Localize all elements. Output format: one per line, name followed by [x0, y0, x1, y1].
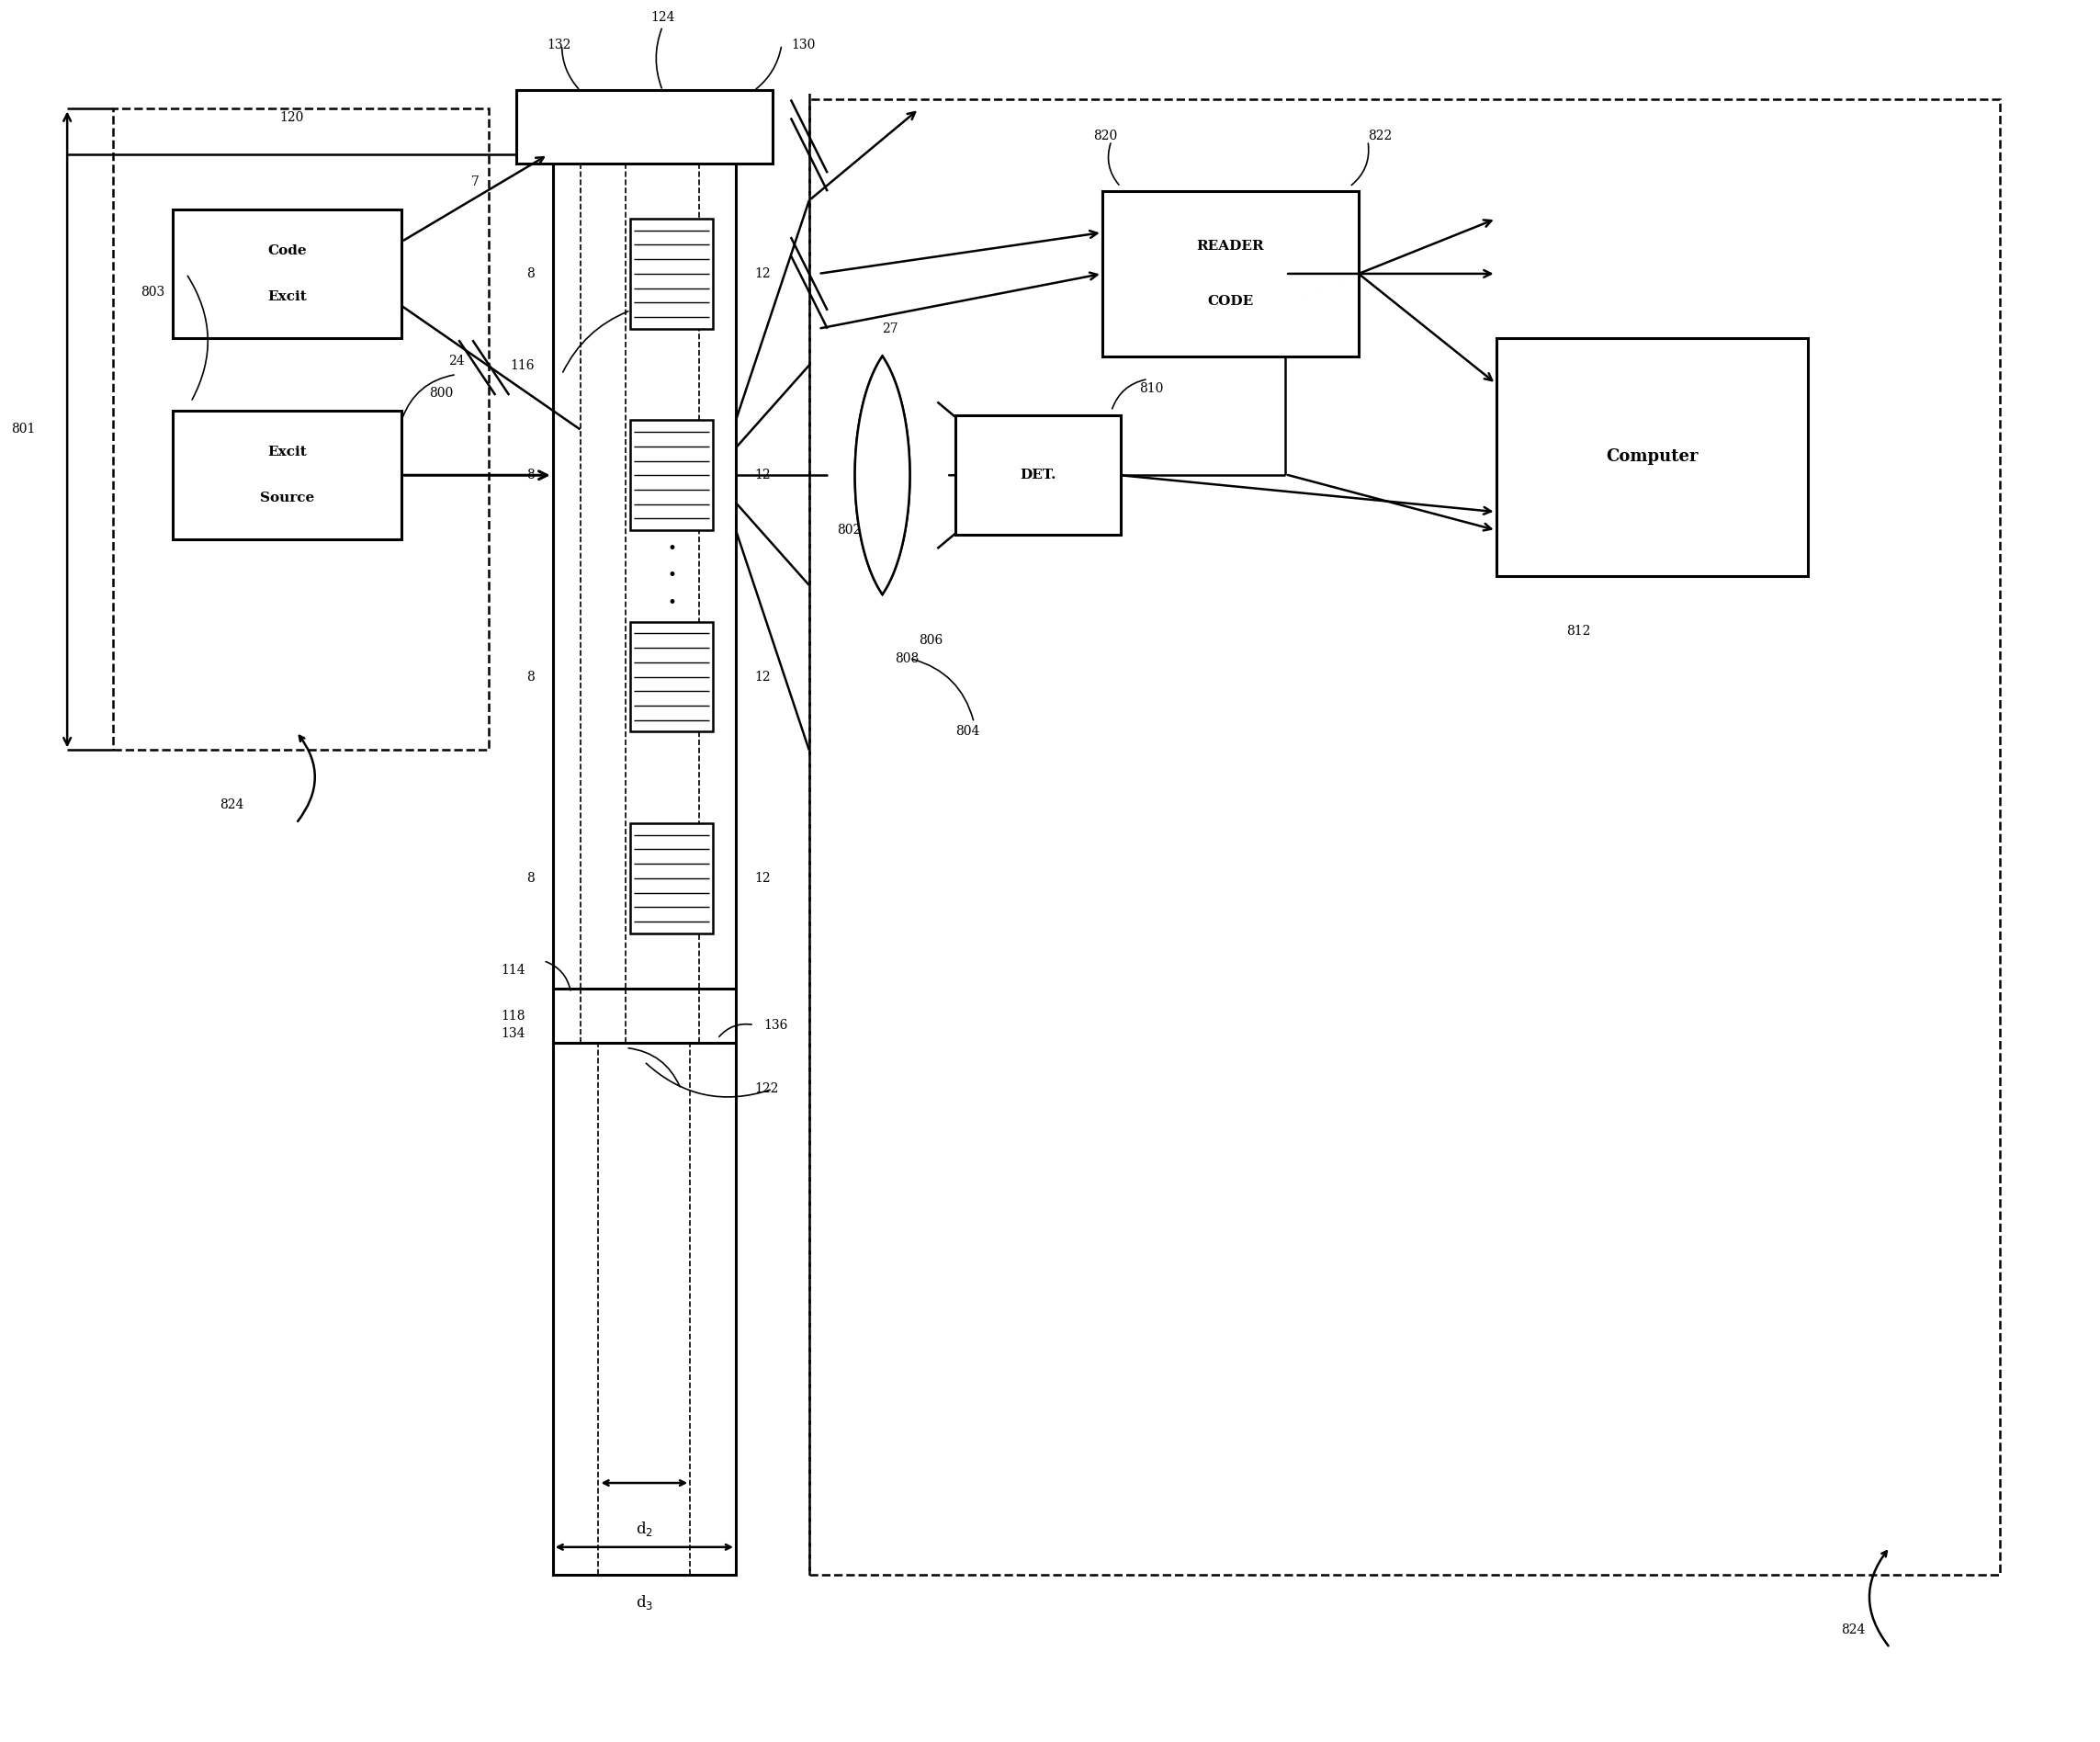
- Text: 800: 800: [428, 387, 454, 399]
- Text: 801: 801: [10, 423, 36, 436]
- Text: 804: 804: [956, 725, 981, 739]
- Text: 803: 803: [141, 286, 164, 298]
- Bar: [552, 1043, 735, 1575]
- Text: 12: 12: [754, 267, 771, 280]
- Text: 12: 12: [754, 671, 771, 683]
- Text: 132: 132: [546, 38, 571, 51]
- Text: 24: 24: [449, 354, 464, 368]
- Text: 118: 118: [500, 1009, 525, 1023]
- Bar: [956, 416, 1121, 535]
- Text: 8: 8: [527, 469, 533, 483]
- Text: 824: 824: [1842, 1624, 1865, 1636]
- Bar: [1102, 192, 1359, 355]
- Text: 7: 7: [470, 176, 479, 188]
- Text: Excit: Excit: [267, 446, 307, 458]
- Text: 806: 806: [920, 634, 943, 646]
- Text: Computer: Computer: [1606, 449, 1699, 465]
- Bar: [630, 420, 712, 530]
- Text: Excit: Excit: [267, 291, 307, 303]
- Text: 134: 134: [500, 1028, 525, 1040]
- Text: 130: 130: [792, 38, 815, 51]
- Text: 8: 8: [527, 671, 533, 683]
- Polygon shape: [855, 355, 909, 594]
- Text: 27: 27: [882, 322, 899, 334]
- Text: 802: 802: [836, 524, 861, 537]
- Text: d$_3$: d$_3$: [636, 1592, 653, 1611]
- Text: 12: 12: [754, 873, 771, 885]
- Text: 812: 812: [1567, 625, 1590, 638]
- Bar: [808, 99, 1999, 1575]
- Text: •: •: [668, 596, 676, 611]
- Bar: [630, 219, 712, 329]
- Bar: [630, 622, 712, 732]
- Text: READER: READER: [1197, 240, 1264, 253]
- Text: 810: 810: [1138, 381, 1163, 395]
- Text: 808: 808: [895, 652, 920, 665]
- Text: 136: 136: [762, 1019, 788, 1031]
- Text: 12: 12: [754, 469, 771, 483]
- Text: CODE: CODE: [1207, 294, 1254, 308]
- Bar: [630, 824, 712, 934]
- Text: •: •: [668, 540, 676, 556]
- Bar: [1495, 338, 1808, 577]
- Text: 120: 120: [279, 111, 304, 124]
- Text: d$_2$: d$_2$: [636, 1519, 653, 1538]
- Text: 822: 822: [1367, 131, 1392, 143]
- Text: Source: Source: [260, 491, 315, 505]
- Text: 122: 122: [754, 1082, 779, 1096]
- Text: 8: 8: [527, 873, 533, 885]
- Text: •: •: [668, 568, 676, 584]
- Text: 820: 820: [1092, 131, 1117, 143]
- Bar: [172, 411, 401, 540]
- Bar: [113, 108, 489, 751]
- Bar: [552, 988, 735, 1043]
- Text: 116: 116: [510, 359, 533, 371]
- Text: 8: 8: [527, 267, 533, 280]
- Text: 124: 124: [651, 10, 674, 24]
- Text: Code: Code: [267, 244, 307, 258]
- Bar: [517, 91, 773, 164]
- Text: 114: 114: [500, 963, 525, 976]
- Bar: [172, 209, 401, 338]
- Text: DET.: DET.: [1021, 469, 1056, 483]
- Text: 824: 824: [220, 798, 244, 812]
